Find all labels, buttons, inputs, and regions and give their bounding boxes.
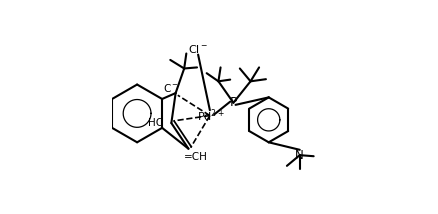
Text: =CH: =CH xyxy=(184,152,208,162)
Text: Pd$^{2+}$: Pd$^{2+}$ xyxy=(197,107,224,124)
Text: N: N xyxy=(295,149,304,162)
Text: C$^-$: C$^-$ xyxy=(163,82,179,94)
Text: P: P xyxy=(229,96,237,109)
Text: Cl$^-$: Cl$^-$ xyxy=(187,43,208,55)
Text: HC: HC xyxy=(148,118,163,128)
